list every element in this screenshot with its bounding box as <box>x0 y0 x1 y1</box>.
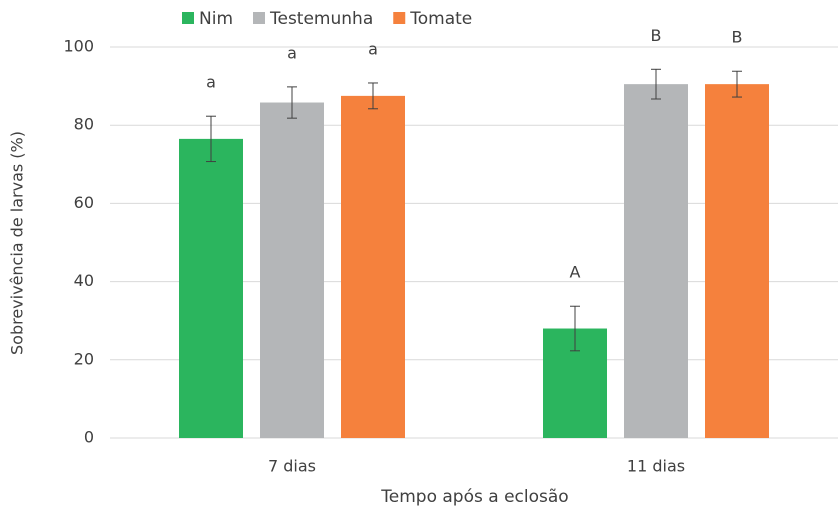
error-bar <box>732 70 742 98</box>
y-tick-label: 80 <box>74 115 94 134</box>
error-bar <box>570 305 580 352</box>
bar <box>341 95 405 438</box>
legend-swatch <box>393 12 406 24</box>
x-axis-title: Tempo após a eclosão <box>380 487 568 507</box>
error-bar <box>287 86 297 119</box>
significance-letter: B <box>651 26 662 45</box>
bar <box>179 138 243 438</box>
legend-label: Nim <box>199 9 233 29</box>
significance-letter: B <box>732 28 743 47</box>
y-axis-title: Sobrevivência de larvas (%) <box>8 131 27 355</box>
legend-label: Tomate <box>409 9 472 29</box>
error-bar <box>368 82 378 110</box>
legend-label: Testemunha <box>269 9 373 29</box>
significance-letter: a <box>287 43 297 62</box>
legend-swatch <box>182 12 194 24</box>
significance-letter: a <box>206 73 216 92</box>
y-tick-label: 40 <box>74 271 94 290</box>
error-bar <box>206 115 216 163</box>
bar <box>624 84 688 439</box>
y-tick-label: 0 <box>84 428 94 447</box>
x-tick-label: 11 dias <box>627 457 685 476</box>
y-tick-label: 20 <box>74 349 94 368</box>
error-bar <box>651 68 661 100</box>
bar <box>260 102 324 438</box>
significance-letter: A <box>570 263 581 282</box>
significance-letter: a <box>368 39 378 58</box>
legend-swatch <box>253 12 265 24</box>
y-tick-label: 60 <box>74 193 94 212</box>
bar <box>705 84 769 439</box>
x-tick-label: 7 dias <box>268 457 316 476</box>
y-tick-label: 100 <box>63 37 94 56</box>
